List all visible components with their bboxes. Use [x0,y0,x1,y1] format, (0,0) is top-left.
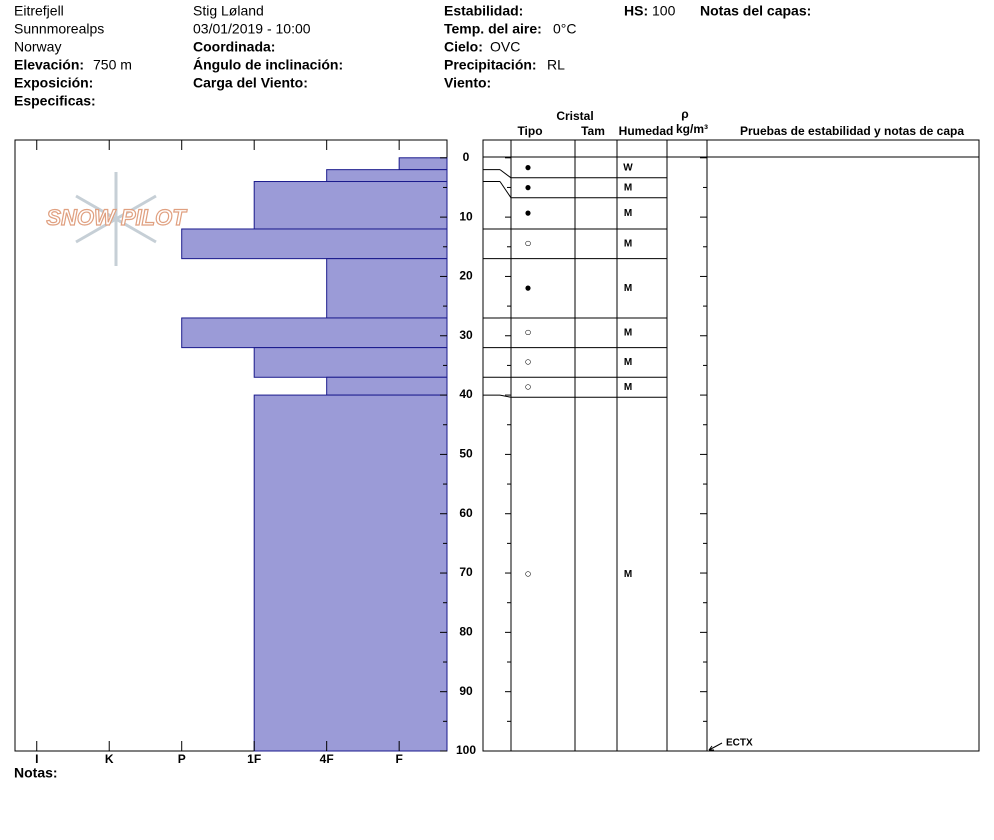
moisture: M [624,382,632,393]
specifics-label: Especificas: [14,93,96,109]
hs: 100 [652,3,676,19]
moisture: M [624,327,632,338]
logo-text: SNOW PILOT [46,205,187,230]
grain-type: ● [524,160,531,174]
x-tick-label: F [395,752,402,766]
grain-type: ○ [524,355,531,369]
y-tick-label: 30 [459,328,473,342]
wind-loading-label: Carga del Viento: [193,75,308,91]
x-tick-label: K [105,752,114,766]
slope-label: Ángulo de inclinación: [193,57,343,73]
grain-type: ○ [524,325,531,339]
layer-connector [499,181,512,199]
x-tick-label: 4F [320,752,334,766]
layer-connector [499,169,512,179]
range: Sunnmorealps [14,21,104,37]
datetime: 03/01/2019 - 10:00 [193,21,311,37]
column-header: ρ [681,107,688,121]
y-tick-label: 60 [459,506,473,520]
grain-type: ● [524,280,531,294]
moisture: M [624,283,632,294]
grain-type: ● [524,180,531,194]
y-tick-label: 70 [459,565,473,579]
grain-type: ● [524,206,531,220]
logo [75,172,157,266]
hardness-bar [253,181,448,230]
x-tick-label: P [178,752,186,766]
test-arrow [708,742,723,751]
precip: RL [547,57,565,73]
layer-table-frame [482,139,980,752]
grain-type: ○ [524,236,531,250]
observer: Stig Løland [193,3,264,19]
coordinates-label: Coordinada: [193,39,275,55]
moisture: M [624,569,632,580]
layer-notes-label: Notas del capas: [700,3,811,19]
y-tick-label: 100 [456,743,476,757]
elevation-label: Elevación: [14,57,84,73]
air-temp-label: Temp. del aire: [444,21,542,37]
moisture: M [624,357,632,368]
column-header: Tipo [517,124,542,138]
column-header: Tam [581,124,605,138]
hardness-bar [253,347,448,378]
y-tick-label: 0 [463,150,470,164]
hardness-bar [326,169,448,183]
y-tick-label: 80 [459,625,473,639]
moisture: M [624,238,632,249]
x-tick-label: 1F [247,752,261,766]
test-label: ECTX [726,738,753,749]
x-tick-label: I [35,752,38,766]
hardness-bar [181,317,448,349]
hardness-bar [181,228,448,260]
hardness-bar [326,258,448,319]
grain-type: ○ [524,566,531,580]
elevation: 750 m [93,57,132,73]
y-tick-label: 50 [459,447,473,461]
layer-connector [499,394,512,398]
stability-label: Estabilidad: [444,3,523,19]
hardness-bar [398,157,448,171]
column-header: Pruebas de estabilidad y notas de capa [740,124,964,138]
y-tick-label: 10 [459,209,473,223]
country: Norway [14,39,61,55]
moisture: M [624,208,632,219]
grain-type: ○ [524,379,531,393]
wind-label: Viento: [444,75,491,91]
hs-label: HS: [624,3,648,19]
sky: OVC [490,39,520,55]
air-temp: 0°C [553,21,577,37]
notes-label: Notas: [14,765,58,781]
column-header: Cristal [556,109,593,123]
hardness-bar [326,376,448,396]
site: Eitrefjell [14,3,64,19]
moisture: W [623,162,633,173]
y-tick-label: 90 [459,684,473,698]
y-tick-label: 40 [459,387,473,401]
column-header: kg/m³ [676,122,708,136]
precip-label: Precipitación: [444,57,537,73]
column-header: Humedad [619,124,674,138]
hardness-bar [253,394,448,752]
aspect-label: Exposición: [14,75,93,91]
test-arrow-head [708,745,713,751]
sky-label: Cielo: [444,39,483,55]
moisture: M [624,182,632,193]
y-tick-label: 20 [459,269,473,283]
